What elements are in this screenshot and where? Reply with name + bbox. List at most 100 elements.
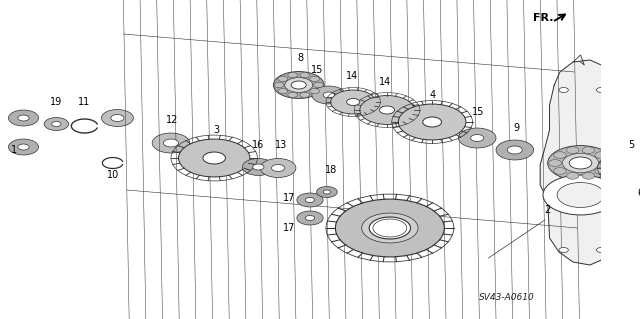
Circle shape (423, 117, 442, 127)
Text: 14: 14 (346, 71, 358, 81)
Circle shape (288, 92, 298, 98)
Circle shape (600, 160, 612, 166)
Circle shape (398, 104, 466, 140)
Text: 13: 13 (275, 140, 287, 150)
Text: 18: 18 (324, 165, 337, 175)
Circle shape (582, 147, 595, 153)
Circle shape (278, 89, 288, 94)
Circle shape (554, 152, 566, 159)
Text: 11: 11 (79, 97, 91, 107)
Circle shape (636, 235, 640, 241)
Circle shape (621, 164, 638, 173)
Circle shape (18, 115, 29, 121)
Circle shape (111, 115, 124, 122)
Circle shape (603, 154, 640, 182)
Text: 9: 9 (514, 123, 520, 133)
Polygon shape (540, 60, 611, 265)
Circle shape (314, 82, 323, 88)
Circle shape (18, 144, 29, 150)
Circle shape (323, 190, 331, 194)
Circle shape (548, 145, 613, 181)
Circle shape (163, 139, 179, 147)
Circle shape (285, 78, 313, 93)
Text: 15: 15 (472, 107, 484, 117)
Text: 5: 5 (628, 140, 634, 150)
Text: 17: 17 (283, 223, 296, 233)
Circle shape (566, 147, 579, 153)
Circle shape (347, 99, 360, 106)
Circle shape (628, 231, 640, 245)
Circle shape (300, 72, 310, 78)
Text: 19: 19 (50, 97, 63, 107)
Circle shape (310, 76, 319, 81)
Circle shape (596, 248, 606, 253)
Circle shape (300, 92, 310, 98)
Circle shape (559, 248, 568, 253)
Circle shape (563, 153, 598, 173)
Circle shape (570, 157, 592, 169)
Circle shape (273, 71, 324, 99)
Circle shape (305, 197, 315, 203)
Circle shape (595, 152, 607, 159)
Circle shape (179, 139, 250, 177)
Circle shape (595, 167, 607, 174)
Circle shape (557, 182, 604, 207)
Circle shape (291, 81, 307, 89)
Circle shape (323, 92, 335, 98)
Circle shape (582, 173, 595, 179)
Circle shape (508, 146, 522, 154)
Circle shape (496, 140, 534, 160)
Circle shape (380, 106, 394, 114)
Circle shape (548, 160, 561, 166)
Text: 4: 4 (430, 90, 436, 100)
Circle shape (373, 219, 407, 237)
Text: 14: 14 (379, 77, 391, 87)
Circle shape (8, 139, 38, 155)
Circle shape (312, 86, 346, 104)
Circle shape (554, 167, 566, 174)
Text: 8: 8 (298, 53, 303, 63)
Circle shape (559, 87, 568, 93)
Circle shape (360, 96, 414, 124)
Text: 12: 12 (166, 115, 178, 125)
Text: 6: 6 (637, 188, 640, 198)
Circle shape (631, 207, 640, 213)
Text: 16: 16 (252, 140, 264, 150)
Text: 3: 3 (213, 125, 219, 135)
Circle shape (102, 109, 133, 126)
Circle shape (335, 199, 444, 257)
Circle shape (44, 117, 68, 130)
Circle shape (288, 72, 298, 78)
Circle shape (297, 193, 323, 207)
Circle shape (305, 216, 315, 220)
Circle shape (369, 217, 410, 239)
Circle shape (260, 159, 296, 177)
Circle shape (458, 128, 496, 148)
Circle shape (152, 133, 190, 153)
Circle shape (271, 165, 285, 172)
Circle shape (203, 152, 225, 164)
Circle shape (297, 211, 323, 225)
Circle shape (543, 175, 618, 215)
Circle shape (618, 200, 640, 220)
Circle shape (331, 90, 376, 114)
Circle shape (470, 135, 484, 142)
Text: 2: 2 (545, 205, 551, 215)
Text: 1: 1 (11, 145, 17, 155)
Circle shape (253, 164, 264, 170)
Circle shape (274, 82, 284, 88)
Circle shape (317, 187, 337, 197)
Text: SV43-A0610: SV43-A0610 (479, 293, 535, 302)
Text: 15: 15 (311, 65, 324, 75)
Circle shape (310, 89, 319, 94)
Circle shape (596, 87, 606, 93)
Circle shape (362, 213, 418, 243)
Circle shape (243, 159, 275, 175)
Circle shape (566, 173, 579, 179)
Circle shape (278, 76, 288, 81)
Text: FR.: FR. (532, 13, 553, 23)
Text: 10: 10 (107, 170, 119, 180)
Circle shape (52, 122, 61, 127)
Text: 17: 17 (283, 193, 296, 203)
Circle shape (8, 110, 38, 126)
